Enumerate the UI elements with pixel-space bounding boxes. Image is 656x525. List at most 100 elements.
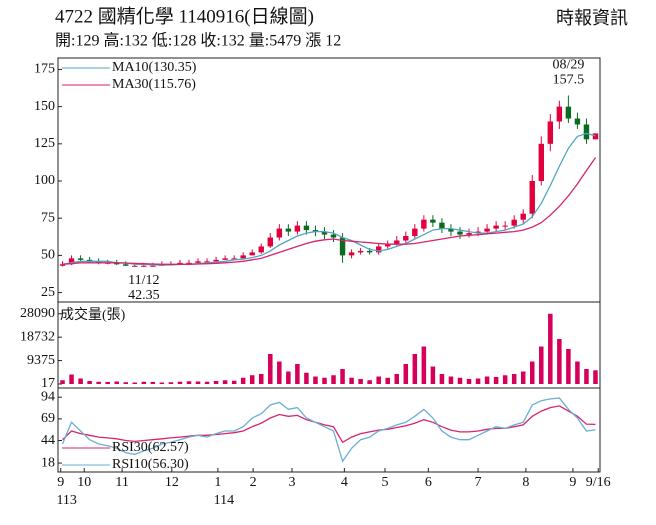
candle-body	[141, 265, 147, 267]
volume-bar	[60, 380, 65, 384]
x-tick-label: 12	[165, 475, 179, 490]
volume-bar	[376, 376, 381, 384]
volume-bar	[69, 374, 74, 384]
volume-bar	[240, 377, 246, 384]
volume-bar	[475, 378, 481, 384]
volume-bar	[213, 381, 219, 384]
volume-bar	[484, 376, 490, 384]
x-tick-label: 11	[115, 475, 128, 490]
volume-bar	[566, 349, 571, 384]
volume-bar	[394, 374, 400, 384]
volume-bar	[511, 374, 517, 384]
legend-label: RSI10(56.30)	[112, 457, 189, 472]
volume-bar	[295, 364, 300, 384]
candle-body	[502, 225, 508, 227]
candle-body	[312, 230, 319, 232]
volume-bar	[502, 375, 508, 384]
candle-body	[59, 264, 66, 266]
volume-bar	[286, 371, 291, 384]
volume-bar	[87, 381, 92, 384]
volume-bar	[548, 313, 553, 384]
volume-bar	[141, 381, 147, 384]
x-tick-label: 6	[425, 475, 432, 490]
x-tick-label: 8	[522, 475, 529, 490]
x-tick-label: 5	[382, 475, 389, 490]
volume-bar	[150, 382, 156, 384]
candle-body	[204, 261, 210, 263]
candle-body	[583, 124, 590, 140]
title: 4722 國精化學 1140916(日線圖)	[55, 5, 314, 27]
candle-body	[339, 237, 346, 256]
panel-title: 成交量(張)	[60, 306, 126, 323]
annotation-text: 08/29	[552, 58, 584, 73]
y-tick-label: 125	[34, 136, 55, 151]
volume-bar	[385, 377, 390, 384]
candle-body	[385, 243, 391, 247]
candle-body	[177, 262, 183, 265]
y-tick-label: 17	[41, 376, 55, 391]
y-tick-label: 25	[41, 285, 55, 300]
volume-bar	[349, 377, 354, 384]
volume-bar	[403, 364, 409, 384]
legend-label: RSI30(62.57)	[112, 440, 189, 455]
y-tick-label: 18	[41, 455, 55, 470]
candle-body	[529, 181, 535, 214]
volume-bar	[123, 382, 129, 384]
candle-body	[493, 225, 499, 229]
candle-body	[150, 265, 156, 267]
candle-body	[285, 228, 292, 232]
x-tick-label: 2	[250, 475, 257, 490]
x-tick-label: 4	[341, 475, 348, 490]
x-tick-label: 9	[569, 475, 576, 490]
candle-body	[457, 231, 463, 235]
line	[62, 157, 597, 265]
volume-bar	[448, 376, 454, 384]
y-tick-label: 69	[41, 411, 55, 426]
plot-frame	[57, 57, 601, 473]
line	[62, 132, 596, 266]
candle-body	[231, 258, 237, 260]
x-tick-label: 10	[77, 475, 91, 490]
volume-bar	[132, 382, 138, 384]
volume-bar	[457, 377, 463, 384]
candle-body	[240, 255, 246, 259]
y-tick-label: 44	[41, 433, 55, 448]
volume-bar	[168, 382, 174, 384]
candle-body	[430, 219, 436, 223]
candle-body	[556, 106, 563, 122]
volume-bar	[539, 346, 544, 384]
candle-body	[538, 143, 544, 181]
quote: 開:129 高:132 低:128 收:132 量:5479 漲 12	[55, 32, 341, 50]
volume-bar	[268, 354, 273, 384]
y-tick-label: 50	[41, 248, 55, 263]
annotation-text: 11/12	[128, 273, 159, 288]
candle-body	[403, 236, 409, 241]
annotation-value: 157.5	[553, 73, 585, 88]
volume-bar	[593, 370, 598, 384]
volume-bar	[159, 382, 165, 384]
candle-body	[547, 121, 554, 144]
volume-bar	[195, 381, 201, 384]
volume-bar	[520, 371, 526, 384]
candle-body	[195, 261, 201, 263]
candle-body	[394, 240, 400, 244]
volume-bar	[105, 382, 110, 384]
annotation-value: 42.35	[128, 288, 160, 303]
volume-bar	[430, 366, 436, 384]
y-tick-label: 100	[34, 173, 55, 188]
candle-body	[258, 246, 264, 253]
volume-bar	[222, 380, 228, 384]
candle-body	[303, 225, 310, 231]
y-tick-label: 18732	[20, 329, 55, 344]
volume-bar	[331, 375, 336, 384]
volume-bar	[358, 379, 363, 384]
candle-body	[448, 228, 454, 232]
volume-bar	[177, 381, 183, 384]
candle-body	[132, 265, 138, 267]
candle-body	[475, 231, 481, 234]
volume-bar	[313, 376, 318, 384]
volume-bar	[529, 361, 535, 384]
candle-body	[77, 258, 84, 260]
volume-bar	[575, 361, 580, 384]
candle-body	[412, 228, 418, 237]
